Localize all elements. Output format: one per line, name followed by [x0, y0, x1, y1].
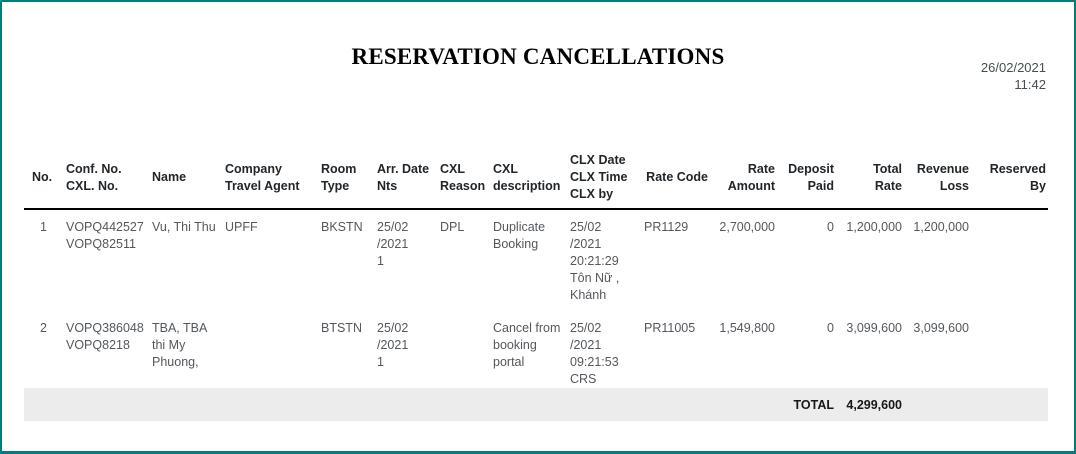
total-value: 4,299,600: [836, 388, 904, 421]
cell-rate-amount: 2,700,000: [719, 220, 775, 234]
col-header-no: No.: [24, 147, 64, 210]
cell-rate-code: PR1129: [644, 220, 689, 234]
col-header-company-travel-agent: Company Travel Agent: [223, 147, 319, 210]
col-header-rate-code: Rate Code: [642, 147, 710, 210]
col-header-clx-date-time-by: CLX Date CLX Time CLX by: [568, 147, 642, 210]
cell-conf-cxl-no: VOPQ386048 VOPQ8218: [66, 321, 144, 352]
table-row: 2 VOPQ386048 VOPQ8218 TBA, TBA thi My Ph…: [24, 309, 1048, 388]
cell-name: Vu, Thi Thu: [152, 220, 216, 234]
cell-revenue-loss: 1,200,000: [913, 220, 969, 234]
cell-clx-date-time-by: 25/02 /2021 09:21:53 CRS: [570, 321, 619, 386]
cell-arr-date-nts: 25/02 /2021 1: [377, 321, 409, 369]
col-header-name: Name: [150, 147, 223, 210]
col-header-cxl-description: CXL description: [491, 147, 568, 210]
col-header-deposit-paid: Deposit Paid: [777, 147, 836, 210]
total-row-spacer: [904, 388, 1048, 421]
cell-room-type: BTSTN: [321, 321, 362, 335]
cell-arr-date-nts: 25/02 /2021 1: [377, 220, 409, 268]
cell-deposit-paid: 0: [827, 220, 834, 234]
cell-clx-date-time-by: 25/02 /2021 20:21:29 Tôn Nữ , Khánh: [570, 220, 620, 302]
cell-deposit-paid: 0: [827, 321, 834, 335]
total-row: TOTAL 4,299,600: [24, 388, 1048, 421]
cell-total-rate: 3,099,600: [846, 321, 902, 335]
cell-conf-cxl-no: VOPQ442527 VOPQ82511: [66, 220, 144, 251]
header-row: No. Conf. No. CXL. No. Name Company Trav…: [24, 147, 1048, 210]
col-header-conf-cxl-no: Conf. No. CXL. No.: [64, 147, 150, 210]
report-date: 26/02/2021: [980, 60, 1046, 75]
cell-cxl-description: Cancel from booking portal: [493, 321, 561, 369]
table-row: 1 VOPQ442527 VOPQ82511 Vu, Thi Thu UPFF …: [24, 209, 1048, 309]
cell-cxl-description: Duplicate Booking: [493, 220, 546, 251]
cell-rate-amount: 1,549,800: [719, 321, 775, 335]
col-header-reserved-by: Reserved By: [971, 147, 1048, 210]
col-header-room-type: Room Type: [319, 147, 375, 210]
cell-company: UPFF: [225, 220, 258, 234]
cell-company: [223, 309, 319, 388]
cell-revenue-loss: 3,099,600: [913, 321, 969, 335]
cell-reserved-by: [971, 309, 1048, 388]
cancellations-table: No. Conf. No. CXL. No. Name Company Trav…: [24, 147, 1048, 421]
report-datetime: 26/02/2021 11:42: [981, 59, 1046, 93]
cell-total-rate: 1,200,000: [846, 220, 902, 234]
cell-cxl-reason: [438, 309, 491, 388]
cell-cxl-reason: DPL: [440, 220, 465, 234]
cell-no: 2: [40, 321, 47, 335]
cell-no: 1: [40, 220, 47, 234]
col-header-rate-amount: Rate Amount: [710, 147, 777, 210]
cell-name: TBA, TBA thi My Phuong,: [152, 321, 208, 369]
report-time: 11:42: [1014, 77, 1046, 92]
cell-rate-code: PR11005: [644, 321, 696, 335]
col-header-revenue-loss: Revenue Loss: [904, 147, 971, 210]
col-header-total-rate: Total Rate: [836, 147, 904, 210]
total-label: TOTAL: [777, 388, 836, 421]
total-row-spacer: [24, 388, 777, 421]
col-header-cxl-reason: CXL Reason: [438, 147, 491, 210]
report-title: RESERVATION CANCELLATIONS: [351, 44, 725, 69]
cell-room-type: BKSTN: [321, 220, 363, 234]
col-header-arr-date-nts: Arr. Date Nts: [375, 147, 438, 210]
cell-reserved-by: [971, 209, 1048, 309]
